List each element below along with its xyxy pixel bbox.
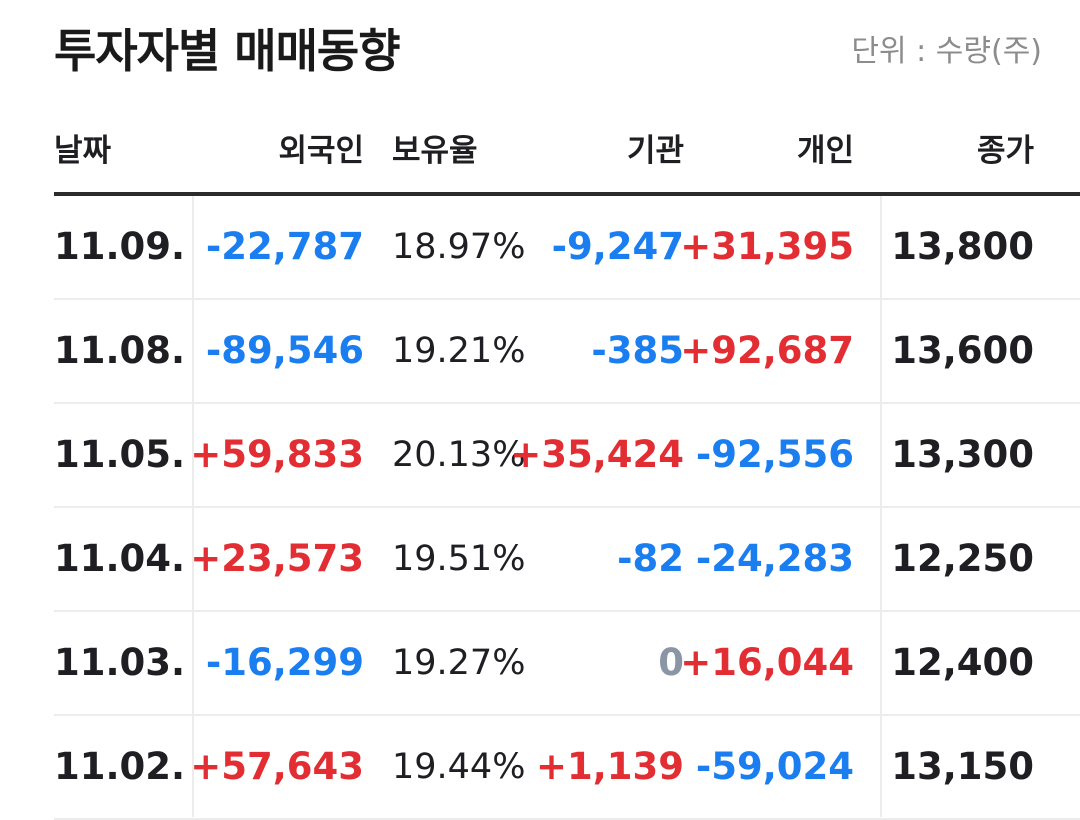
unit-label: 단위 : 수량(주) — [851, 34, 1042, 69]
table-row[interactable]: 11.05. +59,833 20.13% +35,424 -92,556 13… — [54, 404, 1080, 508]
column-header-individual: 개인 — [796, 133, 854, 169]
close-cell: 13,150 — [891, 745, 1034, 788]
ratio-cell: 19.27% — [392, 643, 526, 683]
foreign-cell: -16,299 — [205, 641, 364, 684]
foreign-cell: -22,787 — [205, 225, 364, 268]
column-header-foreign: 외국인 — [278, 133, 364, 169]
date-cell: 11.09. — [54, 225, 186, 268]
close-cell: 13,600 — [891, 329, 1034, 372]
date-cell: 11.08. — [54, 329, 186, 372]
institution-cell: 0 — [658, 641, 684, 684]
close-cell: 12,250 — [891, 537, 1034, 580]
column-header-date: 날짜 — [54, 133, 112, 169]
ratio-cell: 19.51% — [392, 539, 526, 579]
ratio-cell: 19.21% — [392, 331, 526, 371]
column-header-close: 종가 — [976, 133, 1034, 169]
individual-cell: +31,395 — [680, 225, 854, 268]
individual-cell: +92,687 — [680, 329, 854, 372]
trading-table: 11.09. -22,787 18.97% -9,247 +31,395 13,… — [54, 196, 1080, 820]
date-cell: 11.03. — [54, 641, 186, 684]
ratio-cell: 18.97% — [392, 227, 526, 267]
date-cell: 11.05. — [54, 433, 186, 476]
foreign-cell: +59,833 — [190, 433, 364, 476]
individual-cell: +16,044 — [680, 641, 854, 684]
date-cell: 11.04. — [54, 537, 186, 580]
individual-cell: -59,024 — [695, 745, 854, 788]
institution-cell: +35,424 — [510, 433, 684, 476]
date-cell: 11.02. — [54, 745, 186, 788]
institution-cell: -9,247 — [551, 225, 684, 268]
foreign-cell: -89,546 — [205, 329, 364, 372]
column-header-ratio: 보유율 — [392, 133, 478, 169]
page-title: 투자자별 매매동향 — [54, 24, 401, 78]
table-row[interactable]: 11.03. -16,299 19.27% 0 +16,044 12,400 — [54, 612, 1080, 716]
column-header-institution: 기관 — [626, 133, 684, 169]
close-cell: 13,800 — [891, 225, 1034, 268]
individual-cell: -24,283 — [695, 537, 854, 580]
table-row[interactable]: 11.08. -89,546 19.21% -385 +92,687 13,60… — [54, 300, 1080, 404]
ratio-cell: 20.13% — [392, 435, 526, 475]
institution-cell: -385 — [591, 329, 684, 372]
individual-cell: -92,556 — [695, 433, 854, 476]
table-row[interactable]: 11.02. +57,643 19.44% +1,139 -59,024 13,… — [54, 716, 1080, 820]
institution-cell: +1,139 — [535, 745, 684, 788]
close-cell: 13,300 — [891, 433, 1034, 476]
table-row[interactable]: 11.09. -22,787 18.97% -9,247 +31,395 13,… — [54, 196, 1080, 300]
foreign-cell: +57,643 — [190, 745, 364, 788]
close-cell: 12,400 — [891, 641, 1034, 684]
table-header: 날짜 외국인 보유율 기관 개인 종가 — [54, 120, 1080, 196]
foreign-cell: +23,573 — [190, 537, 364, 580]
ratio-cell: 19.44% — [392, 747, 526, 787]
institution-cell: -82 — [617, 537, 684, 580]
table-row[interactable]: 11.04. +23,573 19.51% -82 -24,283 12,250 — [54, 508, 1080, 612]
